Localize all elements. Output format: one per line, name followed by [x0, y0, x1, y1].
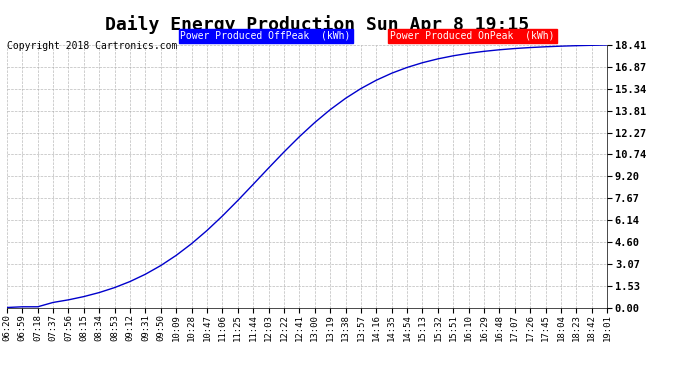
Text: Copyright 2018 Cartronics.com: Copyright 2018 Cartronics.com: [7, 41, 177, 51]
Text: Daily Energy Production Sun Apr 8 19:15: Daily Energy Production Sun Apr 8 19:15: [106, 15, 529, 34]
Text: Power Produced OnPeak  (kWh): Power Produced OnPeak (kWh): [391, 31, 555, 40]
Text: Power Produced OffPeak  (kWh): Power Produced OffPeak (kWh): [181, 31, 351, 40]
